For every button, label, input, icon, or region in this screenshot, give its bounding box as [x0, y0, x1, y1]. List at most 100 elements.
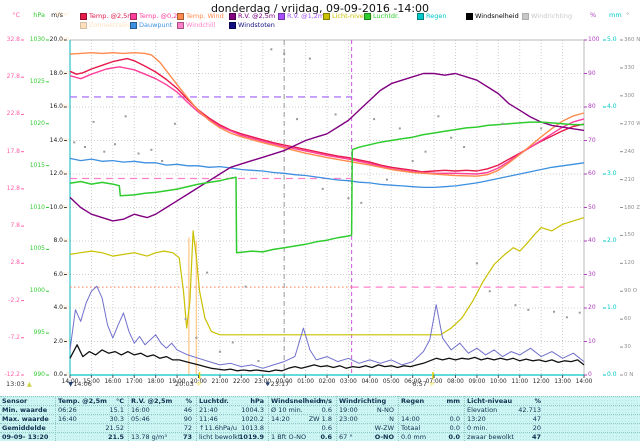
wind-direction-dot — [92, 120, 95, 123]
axis-tick: 30 — [588, 270, 596, 278]
astro-marker-14-06: ▼14:06 — [68, 381, 92, 388]
axis-unit-hPa: hPa — [33, 11, 45, 19]
x-axis-label: 11:00 — [511, 379, 529, 385]
wind-direction-dot — [424, 150, 427, 153]
legend-swatch-icon — [323, 13, 330, 20]
astro-marker-13-03: 13:03 ▲ — [6, 381, 32, 388]
table-cell-value: 0.0 — [449, 415, 460, 423]
x-axis-label: 02:00 — [318, 379, 336, 385]
table-cell-value: 21.52 — [105, 424, 124, 432]
table-cell-value: 20 — [532, 424, 541, 432]
x-axis-label: 20:00 — [190, 379, 207, 385]
legend-item-zonnestraling[interactable]: Zonnestraling — [80, 22, 134, 29]
table-cell-value: 0.0 — [449, 424, 460, 432]
legend-label: Temp. @2,5m — [89, 12, 134, 20]
axis-tick: 1015 — [29, 161, 45, 169]
wind-direction-dot — [501, 122, 504, 125]
wind-direction-dot — [540, 127, 543, 130]
table-cell: 0.0 mm — [401, 433, 427, 441]
legend-item-temp-2-5m[interactable]: Temp. @2,5m — [80, 13, 134, 20]
table-cell-value: 1019.9 — [238, 433, 264, 441]
table-row: 09-09- 13:20 21.5 13.78 g/m³ 73 licht bewolk… — [0, 432, 640, 441]
astro-time: 20:03 — [175, 380, 194, 388]
table-row-label: Gemiddelde — [2, 424, 46, 432]
table-cell-value: 30.3 — [109, 415, 124, 423]
axis-tick: 150 — [624, 232, 635, 239]
legend-item-temp-0-2m[interactable]: Temp. @0,2m — [130, 13, 184, 20]
table-cell-value: 73 — [182, 433, 192, 441]
series-licht-niveau — [69, 217, 585, 336]
axis-tick: 20 — [588, 304, 596, 311]
table-cell: 19:00 — [339, 406, 358, 414]
legend-swatch-icon — [364, 13, 371, 20]
astro-marker-20-03: 20:03 ☼ — [175, 381, 202, 388]
wind-direction-dot — [321, 187, 324, 190]
table-cell: Luchtdr. — [199, 397, 229, 405]
series-dauwpunt — [69, 157, 585, 189]
axis-tick: 3.0 — [607, 170, 617, 177]
axis-tick: 30 — [624, 344, 631, 351]
legend-item-windsnelheid[interactable]: Windsnelheid — [466, 13, 519, 20]
legend-item-temp-wind[interactable]: Temp. Wind — [177, 13, 224, 20]
axis-tick: 18.0 — [49, 69, 63, 77]
legend-label: Licht-niveau — [332, 12, 372, 20]
axis-tick: 990 — [33, 371, 45, 378]
legend-item-luchtdr-[interactable]: Luchtdr. — [364, 13, 399, 20]
table-row: Max. waarde 16:40 30.3 05:46 90 11:46 1020.2 14… — [0, 414, 640, 424]
axis-tick: 4.0 — [53, 304, 63, 311]
wind-direction-dot — [553, 310, 556, 313]
legend-swatch-icon — [466, 13, 473, 20]
legend-item-windrichting[interactable]: Windrichting — [522, 13, 572, 20]
axis-tick: 60 — [588, 170, 596, 177]
table-cell: 05:46 — [131, 415, 150, 423]
x-axis-label: 14:00 — [61, 379, 79, 385]
table-cell-value: mm — [446, 397, 460, 405]
wind-direction-dot — [231, 341, 234, 344]
axis-tick: 2.0 — [53, 337, 63, 345]
x-axis-label: 12:00 — [532, 379, 550, 385]
axis-tick: 90 O — [624, 288, 638, 295]
astro-time: 13:03 — [6, 380, 25, 388]
sun-icon: ☼ — [195, 380, 202, 388]
x-axis-label: 10:00 — [489, 379, 507, 385]
page-title: donderdag / vrijdag, 09-09-2016 -14:00 — [210, 2, 430, 15]
legend-item-r-v-1-2m[interactable]: R.V. @1,2m — [278, 13, 324, 20]
x-axis-label: 04:00 — [361, 379, 379, 385]
table-cell-value: hPa — [250, 397, 264, 405]
table-cell: Windrichting — [339, 397, 387, 405]
wind-direction-dot — [283, 52, 286, 55]
x-axis-label: 17:00 — [125, 379, 143, 385]
astro-time: 14:06 — [73, 380, 92, 388]
legend-swatch-icon — [177, 13, 184, 20]
table-cell-value: 0.0 — [448, 433, 460, 441]
legend-item-windchill[interactable]: Windchill — [177, 22, 215, 29]
legend-item-licht-niveau[interactable]: Licht-niveau — [323, 13, 372, 20]
table-cell-value: m/s — [318, 397, 332, 405]
axis-tick: 4.0 — [607, 103, 617, 110]
axis-tick: 50 — [588, 203, 596, 211]
wind-direction-dot — [173, 122, 176, 125]
legend-item-dauwpunt[interactable]: Dauwpunt — [130, 22, 172, 29]
table-column-divider — [464, 396, 465, 441]
axis-tick: 90 — [62, 70, 69, 77]
table-cell-value: 1004.3 — [241, 406, 264, 414]
wind-direction-dot — [184, 318, 187, 321]
axis-tick: 1010 — [29, 203, 45, 211]
series-windstoten — [69, 285, 585, 369]
x-axis-label: 16:00 — [104, 379, 122, 385]
axis-tick: 5.0 — [607, 36, 617, 43]
legend-label: Regen — [426, 12, 447, 20]
legend-item-r-v-2-5m[interactable]: R.V. @2,5m — [229, 13, 275, 20]
wind-direction-dot — [385, 178, 388, 181]
wind-direction-dot — [124, 115, 127, 118]
legend-item-regen[interactable]: Regen — [417, 13, 446, 20]
axis-tick: 0 — [588, 371, 592, 378]
table-cell: 0 min. — [467, 424, 488, 432]
table-cell: Totaal — [401, 424, 421, 432]
table-row: Gemiddelde 21.52 72 ↑11.6hPa/u 1013.8 0.6 W-ZW… — [0, 423, 640, 433]
x-axis-label: 07:00 — [425, 379, 443, 385]
axis-tick: 1030 — [29, 36, 45, 43]
legend-item-windstoten[interactable]: Windstoten — [229, 22, 275, 29]
table-cell-value: % — [185, 397, 192, 405]
table-cell: licht bewolkt — [199, 433, 241, 441]
